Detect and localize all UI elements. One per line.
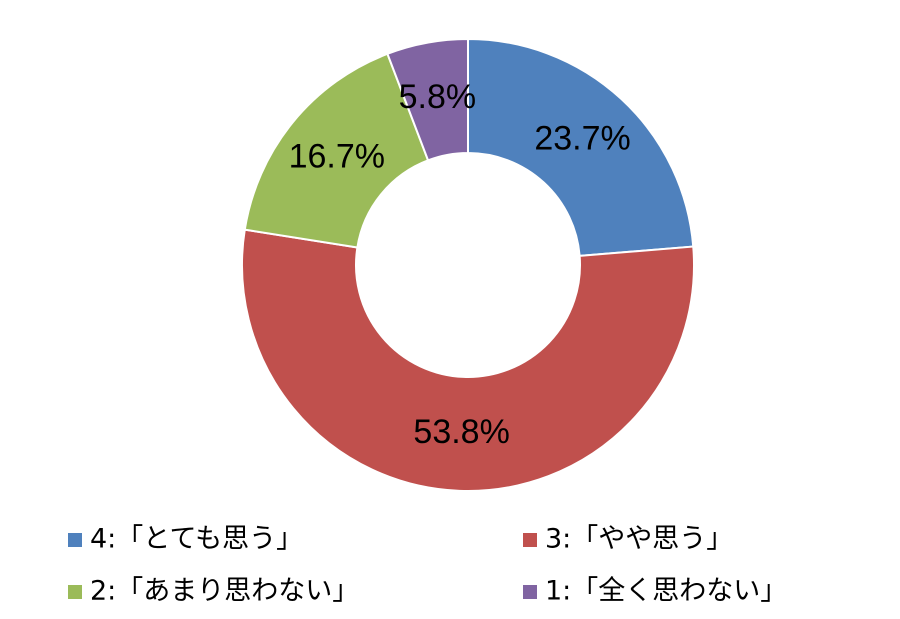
legend-marker [523,533,537,547]
donut-segment [467,37,695,257]
legend-marker [68,533,82,547]
data-label: 53.8% [413,413,509,451]
legend-label: 1:「全く思わない」 [545,576,787,607]
legend-label: 3:「やや思う」 [545,524,733,555]
donut-segment [241,228,695,492]
legend-label: 2:「あまり思わない」 [90,576,359,607]
legend-marker [68,585,82,599]
legend-marker [523,585,537,599]
data-label: 23.7% [534,120,630,158]
donut-segment [386,37,469,162]
legend-label: 4:「とても思う」 [90,524,303,555]
donut-segment [243,52,430,249]
data-label: 16.7% [289,137,385,175]
data-label: 5.8% [399,78,477,116]
